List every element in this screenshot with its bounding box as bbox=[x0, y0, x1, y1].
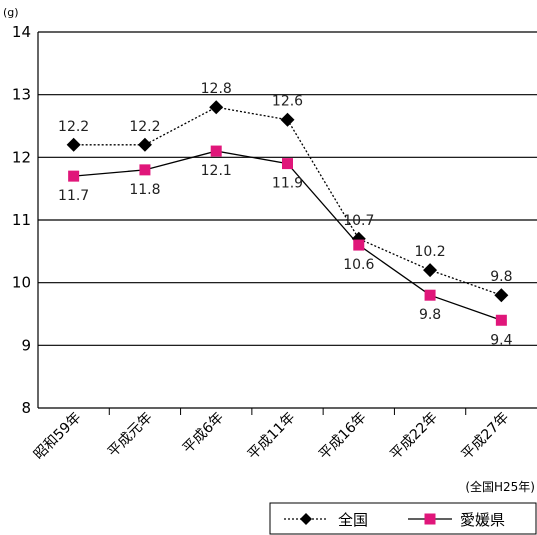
data-label-national: 10.2 bbox=[414, 244, 445, 260]
data-point-ehime bbox=[424, 289, 436, 301]
y-unit-label: (g) bbox=[3, 6, 19, 19]
data-point-national bbox=[137, 137, 152, 152]
data-label-national: 10.7 bbox=[343, 213, 374, 229]
data-point-national bbox=[66, 137, 81, 152]
y-tick-label: 12 bbox=[12, 148, 31, 166]
x-tick-label: 平成元年 bbox=[105, 410, 156, 461]
series-group bbox=[66, 100, 509, 326]
x-tick-label: 平成22年 bbox=[387, 410, 441, 464]
legend-marker-ehime bbox=[424, 513, 436, 525]
data-point-national bbox=[209, 100, 224, 115]
y-tick-label: 13 bbox=[12, 86, 31, 104]
x-axis: 昭和59年 平成元年 平成6年 平成11年 平成16年 平成22年 平成27年 bbox=[31, 408, 512, 463]
data-label-national: 12.8 bbox=[201, 81, 232, 97]
y-tick-label: 14 bbox=[12, 23, 31, 41]
x-tick-label: 平成11年 bbox=[245, 410, 299, 464]
data-point-national bbox=[494, 288, 509, 303]
data-labels: 12.2 12.2 12.8 12.6 10.7 10.2 9.8 11.7 11.8 12.1 1… bbox=[58, 81, 513, 348]
chart-note: (全国H25年) bbox=[465, 479, 535, 494]
data-label-ehime: 12.1 bbox=[201, 163, 232, 179]
legend: 全国 愛媛県 bbox=[269, 502, 537, 535]
data-label-ehime: 9.4 bbox=[490, 332, 512, 348]
data-label-ehime: 9.8 bbox=[419, 307, 441, 323]
legend-label-national: 全国 bbox=[338, 511, 368, 529]
gridlines bbox=[38, 31, 537, 409]
data-label-ehime: 11.7 bbox=[58, 188, 89, 204]
x-tick-label: 平成6年 bbox=[180, 410, 227, 457]
data-label-ehime: 10.6 bbox=[343, 257, 374, 273]
data-point-ehime bbox=[68, 170, 80, 182]
data-label-ehime: 11.8 bbox=[129, 182, 160, 198]
legend-label-ehime: 愛媛県 bbox=[460, 511, 505, 529]
data-point-national bbox=[280, 112, 295, 127]
y-tick-label: 8 bbox=[21, 399, 31, 417]
data-label-national: 12.2 bbox=[129, 119, 160, 135]
data-point-ehime bbox=[210, 145, 222, 157]
x-tick-label: 昭和59年 bbox=[31, 410, 85, 464]
y-tick-label: 10 bbox=[12, 274, 31, 292]
legend-box bbox=[269, 502, 537, 535]
y-tick-label: 11 bbox=[12, 211, 31, 229]
data-point-national bbox=[423, 263, 438, 278]
x-tick-label: 平成16年 bbox=[316, 410, 370, 464]
data-point-ehime bbox=[353, 239, 365, 251]
y-axis: 8 9 10 11 12 13 14 bbox=[12, 23, 39, 417]
y-tick-label: 9 bbox=[21, 336, 31, 354]
data-point-ehime bbox=[495, 314, 507, 326]
data-label-ehime: 11.9 bbox=[272, 176, 303, 192]
data-label-national: 9.8 bbox=[490, 269, 512, 285]
data-label-national: 12.6 bbox=[272, 94, 303, 110]
data-label-national: 12.2 bbox=[58, 119, 89, 135]
data-point-ehime bbox=[282, 158, 293, 170]
data-point-ehime bbox=[139, 164, 151, 176]
legend-marker-national bbox=[300, 513, 312, 525]
x-tick-label: 平成27年 bbox=[459, 410, 513, 464]
series-line-national bbox=[73, 106, 502, 296]
